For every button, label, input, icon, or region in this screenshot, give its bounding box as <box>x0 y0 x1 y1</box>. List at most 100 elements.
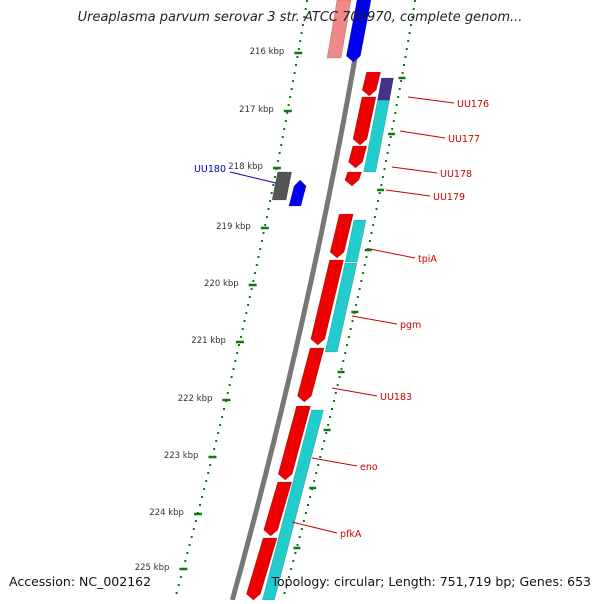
inner-dotted-circle <box>373 216 376 218</box>
outer-dotted-circle <box>273 176 276 178</box>
inner-dotted-circle <box>403 64 405 66</box>
tick-label: 219 kbp <box>216 222 251 232</box>
outer-dotted-circle <box>230 376 233 378</box>
inner-dotted-circle <box>400 80 403 82</box>
inner-dotted-circle <box>363 264 366 266</box>
inner-dotted-circle <box>412 8 415 10</box>
outer-dotted-circle <box>295 64 297 66</box>
outer-dotted-circle <box>281 136 284 138</box>
gene-label-leader <box>407 96 455 104</box>
inner-dotted-circle <box>394 112 397 114</box>
outer-dotted-circle <box>283 128 286 130</box>
gene-label: eno <box>360 462 378 473</box>
outer-dotted-circle <box>177 584 180 586</box>
outer-dotted-circle <box>280 144 283 146</box>
outer-dotted-circle <box>243 320 246 322</box>
inner-dotted-circle <box>375 208 378 210</box>
outer-dotted-circle <box>300 32 303 34</box>
inner-dotted-circle <box>407 40 410 42</box>
gene-labels: UU176 UU177 UU178 UU179 tpiA pgm UU183 eno pfkA U… <box>194 96 489 540</box>
outer-dotted-circle <box>293 72 296 74</box>
tick-label: 224 kbp <box>149 508 184 518</box>
outer-dotted-circle <box>269 200 272 202</box>
outer-dotted-circle <box>302 24 304 26</box>
outer-dotted-circle <box>232 368 235 370</box>
outer-dotted-circle <box>209 464 212 466</box>
inner-dotted-circle <box>408 32 411 34</box>
inner-dotted-circle <box>319 456 322 458</box>
outer-dotted-circle <box>248 296 251 298</box>
inner-dotted-circle <box>401 72 404 74</box>
outer-dotted-circle <box>179 576 182 578</box>
forward-gene-block <box>344 171 363 187</box>
outer-dotted-circle <box>194 520 197 522</box>
gene-label-leader <box>385 189 431 197</box>
outer-dotted-circle <box>241 328 244 330</box>
tick-label: 217 kbp <box>239 105 274 115</box>
gene-label-leader <box>399 130 446 139</box>
gene-label: tpiA <box>418 254 437 265</box>
gene-label-leader <box>331 387 378 397</box>
tick-label: 216 kbp <box>250 47 285 57</box>
outer-dotted-circle <box>228 384 231 386</box>
inner-dotted-circle <box>386 152 389 154</box>
inner-dotted-circle <box>334 392 337 394</box>
inner-dotted-circle <box>388 144 391 146</box>
inner-dotted-circle <box>355 304 358 306</box>
tick-label: 218 kbp <box>228 162 263 172</box>
gene-label-leader <box>291 521 338 534</box>
inner-dotted-circle <box>287 576 290 578</box>
inner-dotted-circle <box>283 592 286 594</box>
outer-dotted-circle <box>190 536 193 538</box>
gene-label: UU179 <box>433 192 465 203</box>
outer-dotted-circle <box>299 40 302 42</box>
reverse-other-block <box>271 171 293 201</box>
outer-dotted-circle <box>236 352 239 354</box>
tick-label: 220 kbp <box>204 279 239 289</box>
outer-dotted-circle <box>287 104 290 106</box>
inner-dotted-circle <box>336 384 339 386</box>
inner-dotted-circle <box>313 480 316 482</box>
outer-dotted-circle <box>186 552 189 554</box>
gene-label: UU178 <box>440 169 472 180</box>
outer-dotted-circle <box>234 360 237 362</box>
outer-dotted-circle <box>175 592 178 594</box>
outer-dotted-circle <box>303 16 306 18</box>
inner-dotted-circle <box>378 192 381 194</box>
tick-label: 221 kbp <box>191 336 226 346</box>
outer-dotted-circle <box>270 192 273 194</box>
inner-dotted-circle <box>405 48 408 50</box>
inner-dotted-circle <box>398 88 401 90</box>
inner-dotted-circle <box>325 432 328 434</box>
inner-dotted-circle <box>397 96 400 98</box>
outer-dotted-circle <box>217 432 220 434</box>
inner-dotted-circle <box>338 376 341 378</box>
outer-dotted-circle <box>245 312 248 314</box>
outer-dotted-circle <box>221 416 224 418</box>
inner-dotted-circle <box>391 128 394 130</box>
outer-dotted-circle <box>306 0 308 2</box>
tick-label: 225 kbp <box>135 563 170 573</box>
genome-summary-text: Topology: circular; Length: 751,719 bp; … <box>271 574 592 589</box>
inner-dotted-circle <box>342 360 345 362</box>
outer-dotted-circle <box>292 80 295 82</box>
outer-dotted-circle <box>286 112 289 114</box>
outer-dotted-circle <box>239 336 242 338</box>
tick-label: 222 kbp <box>178 394 213 404</box>
reverse-gene-block <box>346 0 372 63</box>
gene-label-leader <box>229 171 277 184</box>
inner-dotted-circle <box>360 280 363 282</box>
forward-gene-block <box>361 71 381 97</box>
inner-dotted-circle <box>329 416 332 418</box>
forward-gene-block <box>277 405 311 481</box>
gene-label-leader <box>369 248 416 259</box>
reverse-cds-block <box>377 77 394 101</box>
inner-dotted-circle <box>395 104 398 106</box>
tick-label: 223 kbp <box>164 451 199 461</box>
outer-dotted-circle <box>215 440 218 442</box>
outer-dotted-circle <box>296 56 299 58</box>
outer-dotted-circle <box>250 288 253 290</box>
gene-label: UU176 <box>457 99 489 110</box>
inner-dotted-circle <box>385 160 388 162</box>
